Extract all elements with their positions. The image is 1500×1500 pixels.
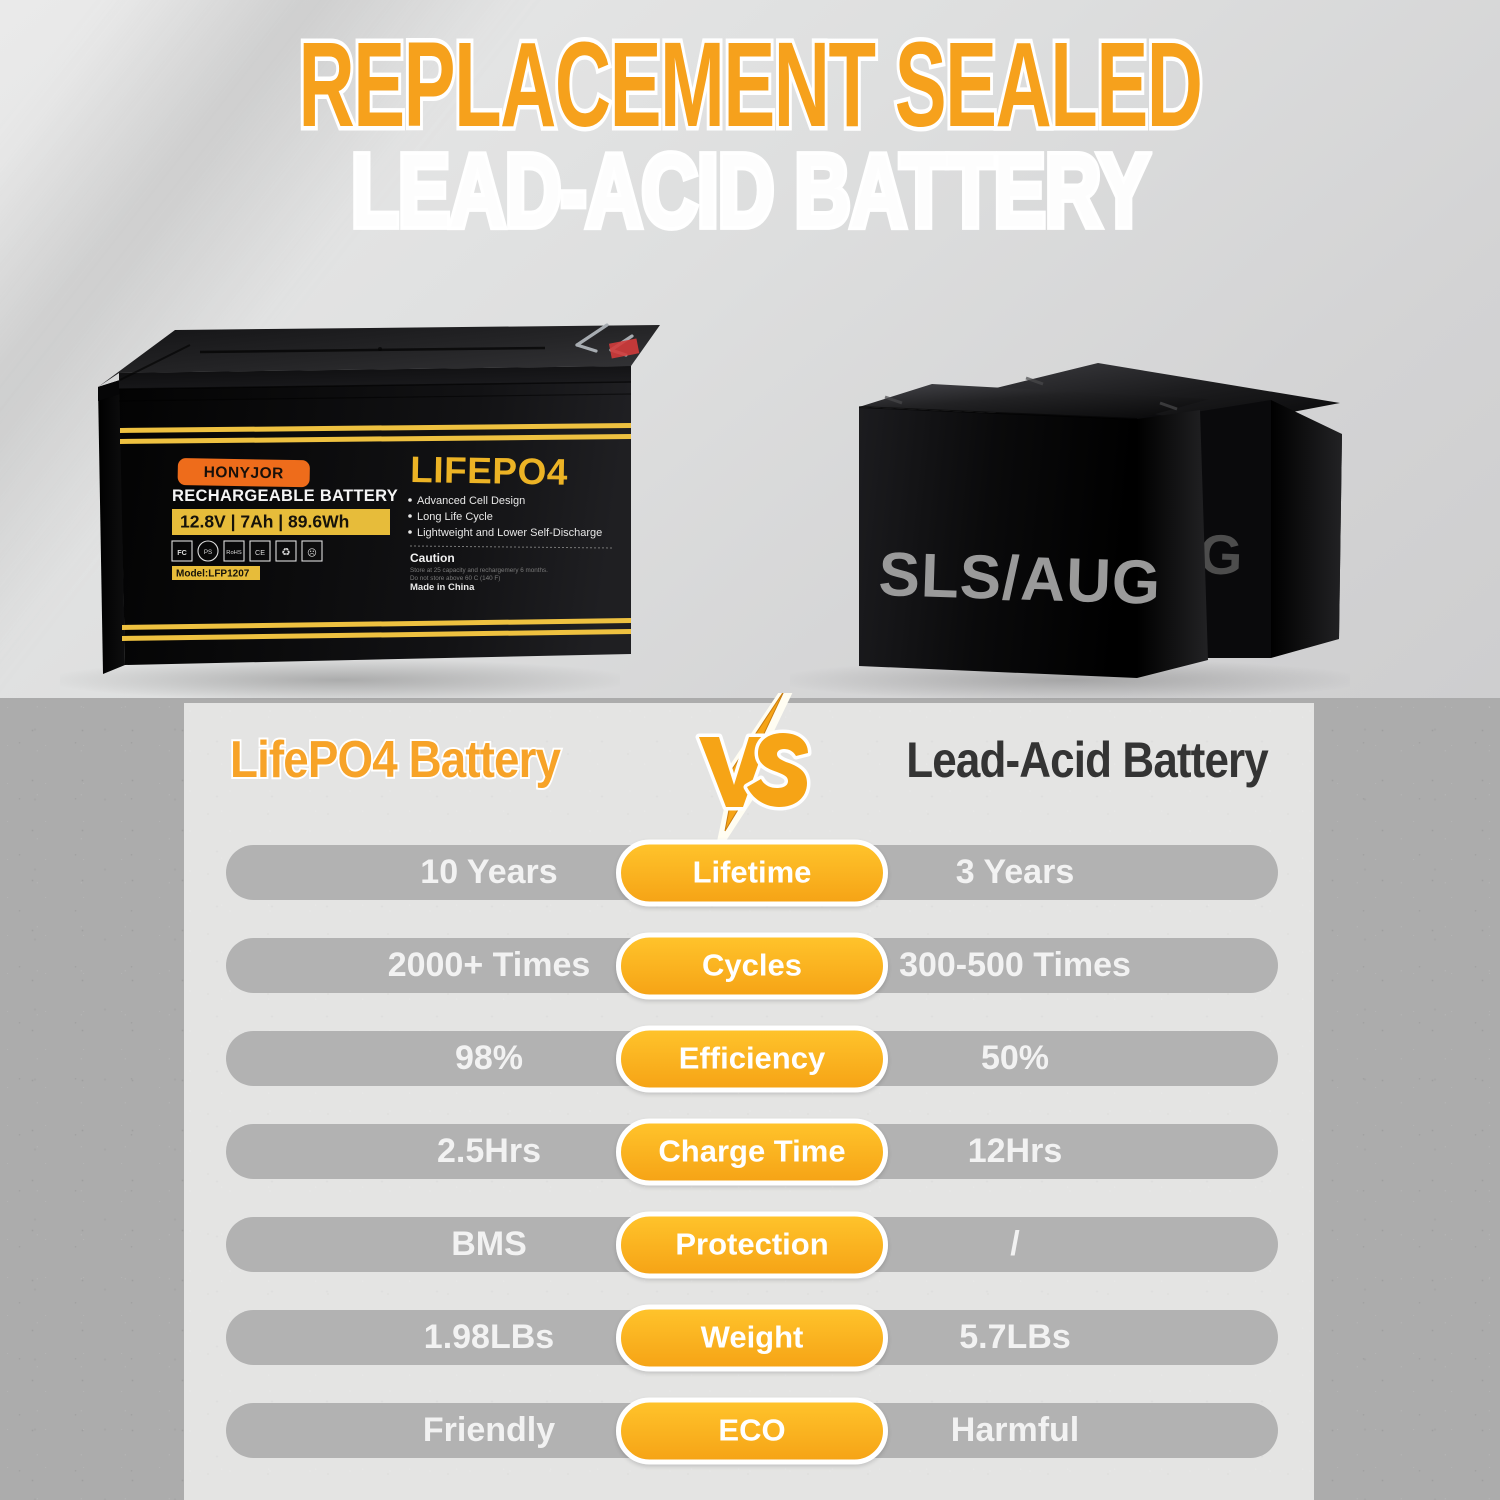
svg-text:Do not store above 60 C (140 F: Do not store above 60 C (140 F)	[410, 575, 500, 582]
svg-text:Model:LFP1207: Model:LFP1207	[176, 569, 250, 580]
svg-text:FC: FC	[177, 548, 187, 557]
svg-text:Store at 25 capacity and recha: Store at 25 capacity and rechargemery 6 …	[410, 567, 548, 574]
svg-text:RECHARGEABLE BATTERY: RECHARGEABLE BATTERY	[172, 487, 398, 505]
svg-text:☹: ☹	[307, 547, 317, 559]
svg-text:Advanced Cell Design: Advanced Cell Design	[417, 495, 525, 507]
svg-text:Long Life Cycle: Long Life Cycle	[417, 511, 493, 523]
svg-text:HONYJOR: HONYJOR	[204, 464, 284, 482]
svg-text:RoHS: RoHS	[226, 550, 242, 556]
svg-text:SLS/AUG: SLS/AUG	[878, 540, 1163, 618]
svg-text:LIFEPO4: LIFEPO4	[410, 449, 568, 493]
svg-text:Made in China: Made in China	[410, 582, 475, 593]
svg-text:12.8V | 7Ah | 89.6Wh: 12.8V | 7Ah | 89.6Wh	[180, 512, 349, 532]
svg-text:Caution: Caution	[410, 551, 455, 565]
svg-text:Lightweight and Lower Self-Dis: Lightweight and Lower Self-Discharge	[417, 527, 602, 539]
svg-text:♻: ♻	[281, 547, 290, 559]
svg-text:CE: CE	[255, 548, 265, 557]
svg-text:PS: PS	[204, 549, 212, 556]
